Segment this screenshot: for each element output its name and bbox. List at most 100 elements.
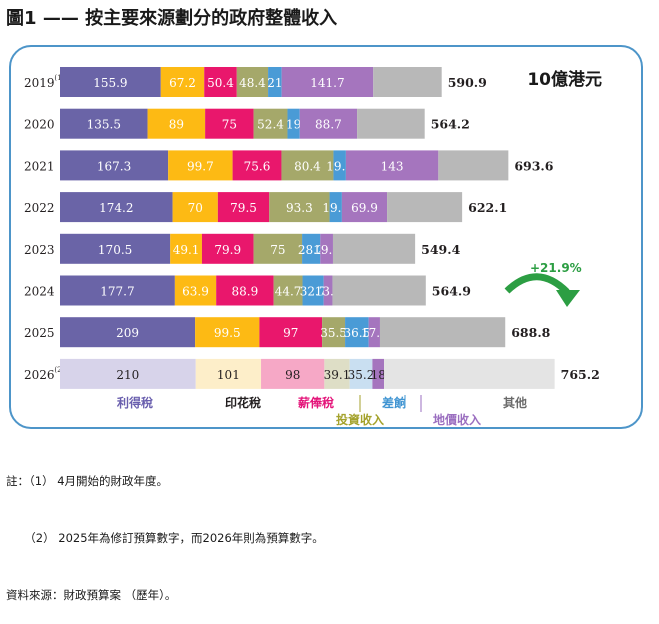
bar-segment bbox=[341, 192, 388, 223]
bar-segment bbox=[384, 358, 555, 389]
bar-segment bbox=[368, 317, 380, 348]
bar-segment bbox=[281, 150, 334, 181]
segment-label: 98 bbox=[285, 368, 300, 382]
segment-label: 210 bbox=[116, 368, 139, 382]
segment-label: 18 bbox=[371, 368, 386, 382]
bar-segment bbox=[174, 275, 217, 306]
bar-segment bbox=[261, 358, 325, 389]
category-label: 2022 bbox=[24, 201, 55, 215]
bar-segment bbox=[201, 233, 254, 264]
segment-label: 35.2 bbox=[348, 368, 375, 382]
stacked-bar-chart: 10億港元 2019 (1) 155.9 67.2 50.4 48.4 21 141.7 590.… bbox=[24, 67, 602, 427]
segment-label: 69.9 bbox=[351, 201, 378, 215]
category-note: (2) bbox=[54, 366, 64, 374]
bar-segment bbox=[373, 67, 442, 97]
bar-segment bbox=[168, 150, 233, 181]
bar-segment bbox=[195, 317, 260, 348]
bar-segment bbox=[302, 275, 324, 306]
bar-segment bbox=[332, 233, 416, 264]
footnote-2: （2） 2025年為修訂預算數字，而2026年則為預算數字。 bbox=[6, 531, 324, 545]
legend-label: 差餉 bbox=[381, 395, 406, 410]
bar-segment bbox=[259, 317, 323, 348]
footnote-1: 註：（1） 4月開始的財政年度。 bbox=[6, 474, 169, 488]
bar-segment bbox=[320, 233, 333, 264]
category-label: 2025 bbox=[24, 326, 55, 340]
segment-label: 143 bbox=[381, 159, 404, 173]
bar-segment bbox=[269, 192, 330, 223]
bar-segment bbox=[147, 108, 206, 139]
segment-label: 67.2 bbox=[169, 76, 196, 90]
total-label: 549.4 bbox=[421, 242, 460, 257]
segment-label: 209 bbox=[116, 326, 139, 340]
segment-label: 88.9 bbox=[232, 285, 259, 299]
category-label: 2023 bbox=[24, 243, 55, 257]
bar-segment bbox=[387, 192, 463, 223]
bar-segment bbox=[60, 233, 171, 264]
bar-segment bbox=[273, 275, 303, 306]
total-label: 693.6 bbox=[514, 158, 553, 173]
segment-label: 79.9 bbox=[214, 243, 241, 257]
category-label: 2020 bbox=[24, 118, 55, 132]
segment-label: 141.7 bbox=[310, 76, 344, 90]
bar-segment bbox=[216, 275, 274, 306]
bar-segment bbox=[253, 233, 303, 264]
bar-segment bbox=[372, 358, 385, 389]
total-label: 765.2 bbox=[561, 367, 600, 382]
segment-label: 44.7 bbox=[275, 285, 302, 299]
bar-segment bbox=[253, 108, 288, 139]
total-label: 688.8 bbox=[511, 325, 550, 340]
segment-label: 135.5 bbox=[87, 118, 121, 132]
segment-label: 177.7 bbox=[100, 285, 134, 299]
bar-segment bbox=[204, 67, 237, 97]
bar-segment bbox=[349, 358, 373, 389]
growth-arrowhead-icon bbox=[556, 290, 580, 307]
bar-segment bbox=[170, 233, 202, 264]
segment-label: 49.1 bbox=[173, 243, 200, 257]
bar-segment bbox=[236, 67, 269, 97]
bar-segment bbox=[333, 150, 346, 181]
segment-label: 21 bbox=[267, 76, 282, 90]
source-note: 資料來源：財政預算案 （歷年）。 bbox=[6, 588, 177, 602]
segment-label: 167.3 bbox=[97, 159, 131, 173]
chart-frame bbox=[9, 45, 643, 429]
bar-segment bbox=[281, 67, 374, 97]
bar-segment bbox=[205, 108, 254, 139]
bar-segment bbox=[217, 192, 270, 223]
bar-segment bbox=[60, 67, 161, 97]
legend-label: 投資收入 bbox=[336, 412, 384, 427]
footnotes: 註：（1） 4月開始的財政年度。 （2） 2025年為修訂預算數字，而2026年… bbox=[6, 434, 324, 624]
total-label: 564.2 bbox=[431, 117, 470, 132]
segment-label: 93.3 bbox=[286, 201, 313, 215]
segment-label: 50.4 bbox=[207, 76, 234, 90]
bar-segment bbox=[195, 358, 262, 389]
bar-segment bbox=[172, 192, 218, 223]
bar-segment bbox=[160, 67, 205, 97]
bar-segment bbox=[232, 150, 282, 181]
segment-label: 75.6 bbox=[244, 159, 271, 173]
legend-label: 地價收入 bbox=[433, 412, 481, 427]
bar-segment bbox=[329, 192, 342, 223]
segment-label: 101 bbox=[217, 368, 240, 382]
category-label: 2026 bbox=[24, 368, 55, 382]
segment-label: 36.5 bbox=[343, 326, 370, 340]
bar-segment bbox=[60, 358, 196, 389]
bar-segment bbox=[438, 150, 509, 181]
bar-segment bbox=[299, 108, 358, 139]
bar-segment bbox=[379, 317, 506, 348]
segment-label: 88.7 bbox=[315, 118, 342, 132]
segment-label: 28.2 bbox=[298, 243, 325, 257]
title-text: 按主要來源劃分的政府整體收入 bbox=[85, 8, 338, 29]
segment-label: 75 bbox=[222, 118, 237, 132]
bar-segment bbox=[302, 233, 321, 264]
legend-label: 其他 bbox=[503, 395, 527, 410]
bar-segment bbox=[60, 108, 148, 139]
category-label: 2024 bbox=[24, 285, 55, 299]
chart-title: 圖1 —— 按主要來源劃分的政府整體收入 bbox=[6, 4, 337, 30]
legend-label: 薪俸稅 bbox=[298, 395, 334, 410]
segment-label: 75 bbox=[270, 243, 285, 257]
segment-label: 39.1 bbox=[324, 368, 351, 382]
bar-segment bbox=[60, 150, 169, 181]
segment-label: 32.7 bbox=[300, 285, 327, 299]
segment-label: 155.9 bbox=[93, 76, 127, 90]
unit-label: 10億港元 bbox=[527, 69, 602, 90]
